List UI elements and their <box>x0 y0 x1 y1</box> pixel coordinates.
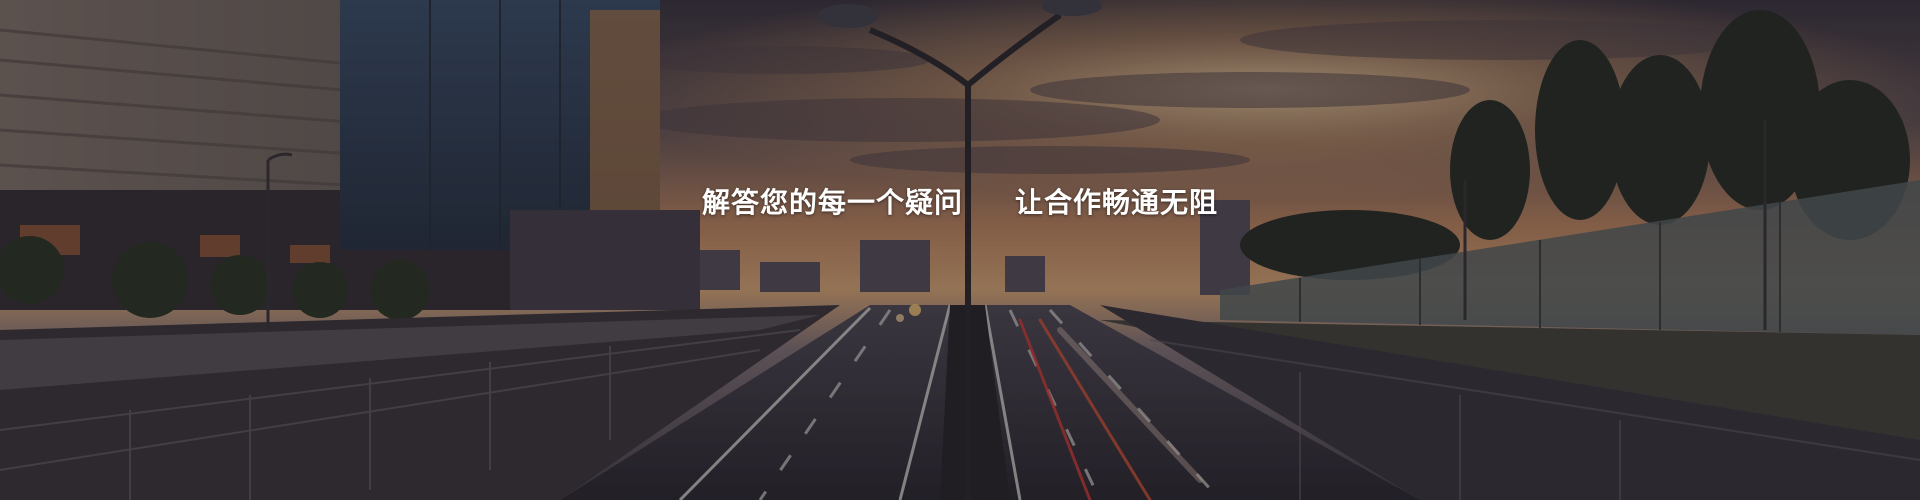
headline-left: 解答您的每一个疑问 <box>701 186 963 219</box>
headline-right: 让合作畅通无阻 <box>1015 186 1219 219</box>
banner-headline: 解答您的每一个疑问 让合作畅通无阻 <box>0 183 1920 223</box>
